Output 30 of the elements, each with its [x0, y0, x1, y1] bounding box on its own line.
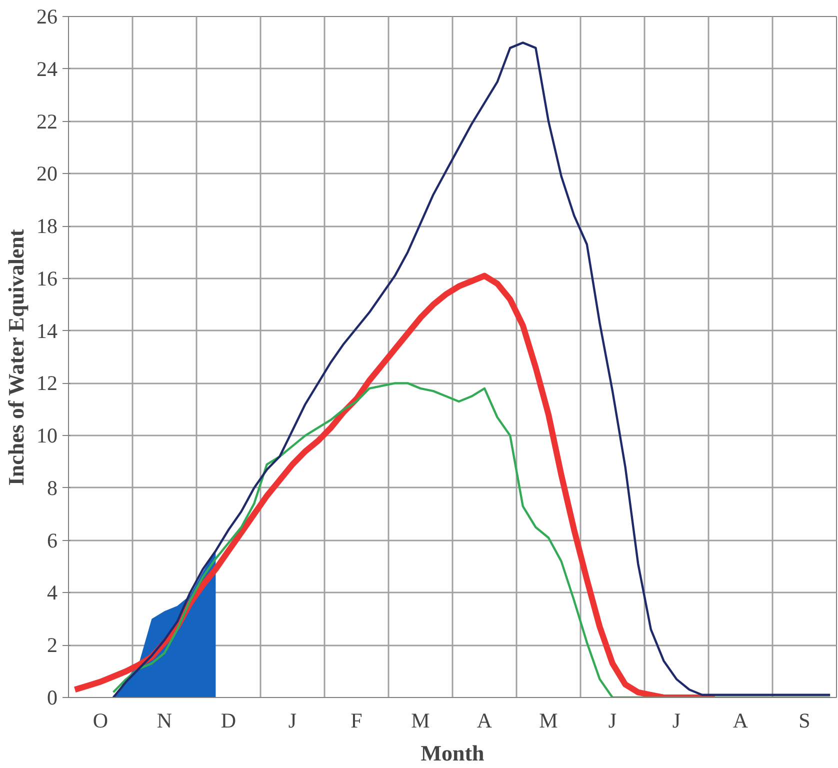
line-series — [112, 382, 832, 698]
y-tick-label: 2 — [47, 633, 58, 658]
y-tick-label: 6 — [47, 528, 58, 552]
y-tick-label: 22 — [36, 109, 58, 134]
x-tick-label: J — [608, 708, 617, 732]
x-tick-label: F — [350, 708, 362, 732]
x-tick-label: A — [732, 708, 749, 732]
x-tick-label: J — [672, 708, 681, 732]
y-tick-label: 18 — [36, 214, 58, 238]
y-tick-label: 8 — [47, 476, 58, 500]
x-tick-label: D — [220, 708, 236, 732]
y-tick-label: 0 — [47, 686, 58, 710]
x-tick-label: M — [539, 708, 558, 732]
y-tick-label: 10 — [36, 424, 58, 448]
x-tick-label: J — [288, 708, 297, 732]
y-axis-title: Inches of Water Equivalent — [4, 228, 28, 486]
y-tick-label: 16 — [36, 266, 58, 290]
x-tick-label: S — [798, 708, 810, 732]
x-tick-label: N — [156, 708, 172, 732]
y-tick-label: 24 — [36, 56, 58, 81]
x-axis-title: Month — [420, 740, 484, 766]
y-tick-label: 4 — [47, 580, 58, 605]
x-tick-label: A — [476, 708, 493, 732]
x-tick-label: O — [92, 708, 108, 732]
y-tick-label: 26 — [36, 4, 58, 28]
y-tick-label: 20 — [36, 162, 58, 186]
y-tick-label: 14 — [36, 318, 58, 343]
x-tick-label: M — [411, 708, 430, 732]
line-series — [112, 42, 832, 698]
y-tick-label: 12 — [36, 371, 58, 396]
